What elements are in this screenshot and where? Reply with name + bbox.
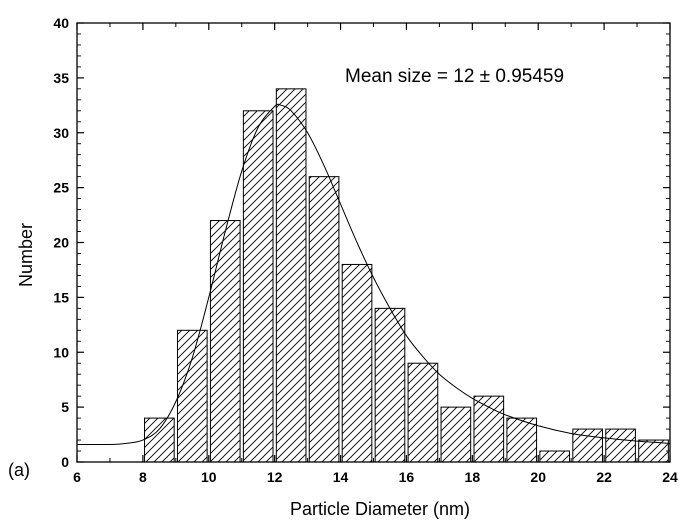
axis-ticks	[76, 22, 671, 463]
panel-label: (a)	[8, 460, 30, 480]
x-tick-label: 18	[465, 469, 481, 485]
x-tick-label: 10	[201, 469, 217, 485]
tick-labels: 6 8 10 12 14 16 18 20 22 24 0 5 10 15 20 25 30 35 40	[53, 15, 678, 485]
plot-frame	[76, 22, 671, 463]
x-tick-label: 22	[596, 469, 612, 485]
x-tick-label: 14	[333, 469, 349, 485]
histogram-bar	[605, 428, 636, 463]
histogram-bar	[440, 406, 472, 463]
y-tick-label: 10	[53, 344, 69, 360]
histogram-bar	[539, 450, 571, 463]
x-axis-title: Particle Diameter (nm)	[290, 499, 470, 519]
histogram-bar	[176, 329, 208, 463]
y-tick-label: 20	[53, 235, 69, 251]
y-tick-label: 0	[61, 454, 69, 470]
x-tick-label: 8	[139, 469, 147, 485]
y-tick-label: 15	[53, 289, 69, 305]
y-tick-label: 25	[53, 180, 69, 196]
x-tick-label: 24	[662, 469, 678, 485]
bars-group	[144, 88, 669, 463]
histogram-bar	[374, 307, 406, 463]
histogram-bar	[341, 263, 373, 463]
x-tick-label: 20	[530, 469, 546, 485]
lognormal-fit-curve	[76, 103, 671, 446]
histogram-bar	[308, 176, 340, 463]
x-tick-label: 6	[73, 469, 81, 485]
x-tick-label: 16	[399, 469, 415, 485]
y-tick-label: 5	[61, 399, 69, 415]
histogram-bar	[473, 395, 505, 463]
mean-size-annotation: Mean size = 12 ± 0.95459	[345, 66, 564, 87]
histogram-bar	[506, 417, 538, 463]
histogram-bar	[209, 220, 241, 463]
histogram-bar	[275, 88, 307, 463]
y-tick-label: 40	[53, 15, 69, 31]
y-axis-title: Number	[16, 223, 36, 287]
histogram-bar	[407, 362, 439, 463]
histogram-bar	[242, 110, 274, 463]
histogram-bar	[144, 417, 175, 463]
y-tick-label: 35	[53, 70, 69, 86]
x-tick-label: 12	[267, 469, 283, 485]
y-tick-label: 30	[53, 125, 69, 141]
